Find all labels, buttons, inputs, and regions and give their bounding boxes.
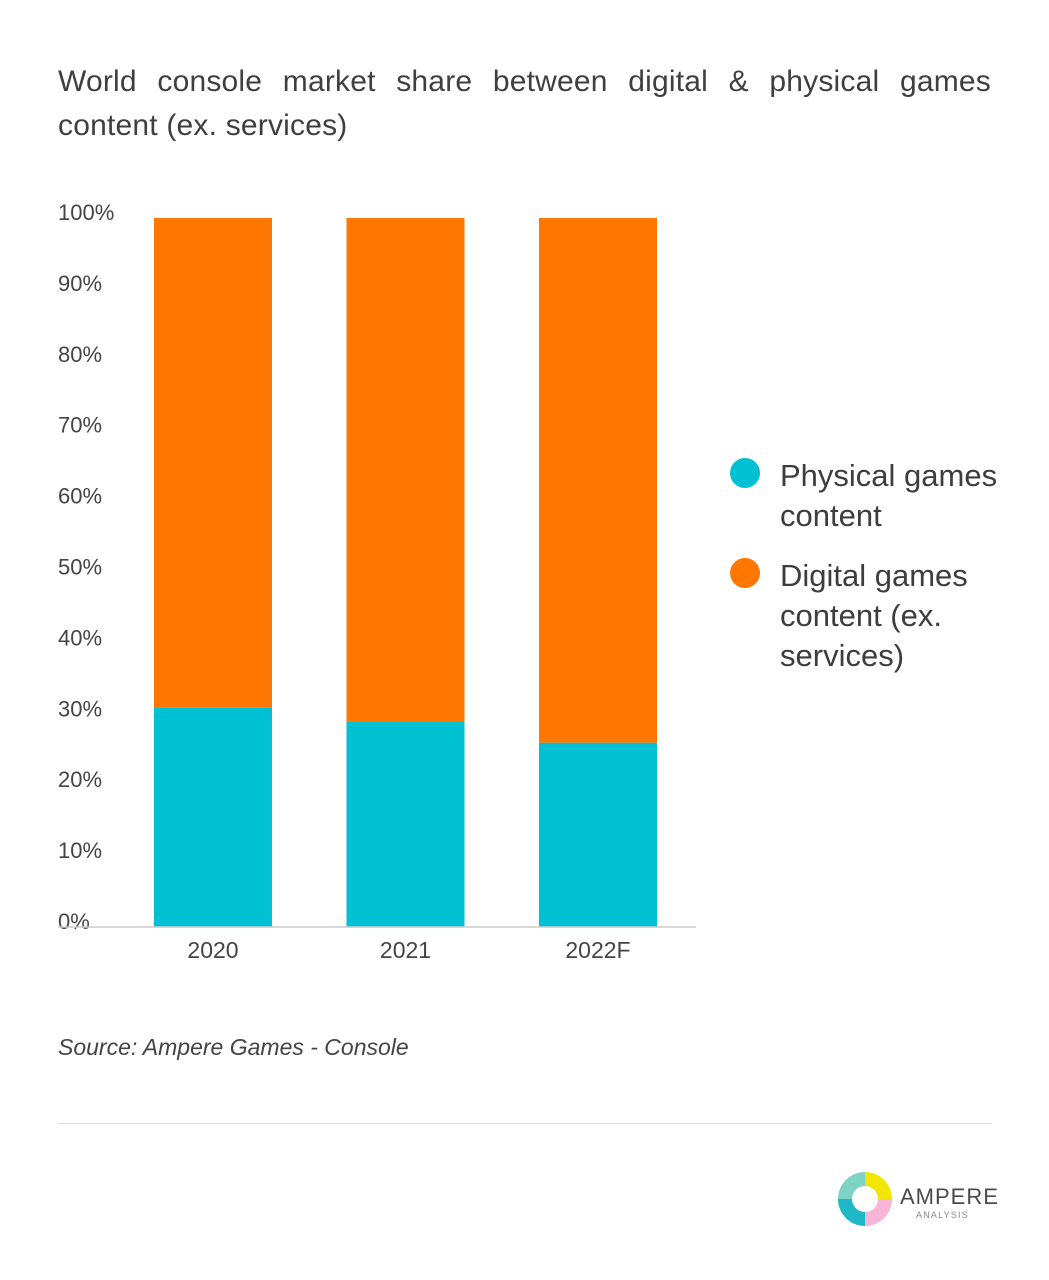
y-axis-ticks: 0% 10% 20% 30% 40% 50% 60% 70% 80% 90% 100%: [58, 200, 114, 934]
y-tick-label: 40%: [58, 625, 102, 650]
circle-marker-icon: [730, 458, 760, 488]
y-tick-label: 90%: [58, 271, 102, 296]
bar-digital-2020: [154, 218, 272, 708]
bar-digital-2021: [346, 218, 465, 722]
bar-digital-2022F: [539, 218, 657, 743]
legend-label: Physical games content: [780, 458, 998, 533]
y-tick-label: 20%: [58, 767, 102, 792]
y-tick-label: 70%: [58, 413, 102, 438]
x-tick-label: 2022F: [565, 937, 630, 963]
legend-item-physical: Physical games content: [730, 456, 1020, 536]
y-tick-label: 0%: [58, 909, 90, 934]
y-tick-label: 80%: [58, 342, 102, 367]
divider: [58, 1123, 992, 1124]
chart-title: World console market share between digit…: [58, 65, 991, 142]
y-tick-label: 60%: [58, 484, 102, 509]
bar-physical-2022F: [539, 742, 657, 927]
x-tick-label: 2021: [380, 937, 431, 963]
chart-area: 0%10%20%30%40%50%60%70%80%90%100% 2020 20…: [58, 200, 696, 963]
y-tick-label: 10%: [58, 838, 102, 863]
circle-marker-icon: [730, 558, 760, 588]
legend: Physical games content Digital games con…: [730, 456, 1020, 696]
legend-item-digital: Digital games content (ex. services): [730, 556, 1020, 676]
bar-physical-2020: [154, 707, 272, 927]
logo-subtitle: ANALYSIS: [916, 1210, 969, 1220]
legend-label: Digital games content (ex. services): [780, 558, 968, 673]
y-tick-label: 50%: [58, 555, 102, 580]
bar-physical-2021: [346, 721, 465, 927]
source-note: Source: Ampere Games - Console: [58, 1034, 409, 1060]
ampere-logo: AMPERE ANALYSIS: [836, 1170, 999, 1230]
x-tick-label: 2020: [187, 937, 238, 963]
y-tick-label: 30%: [58, 696, 102, 721]
x-axis-ticks: 2020 2021 2022F: [187, 937, 630, 963]
ampere-logo-icon: [838, 1172, 892, 1226]
y-tick-label: 100%: [58, 200, 114, 225]
bars-group: [154, 218, 657, 927]
logo-wordmark: AMPERE: [900, 1184, 999, 1209]
